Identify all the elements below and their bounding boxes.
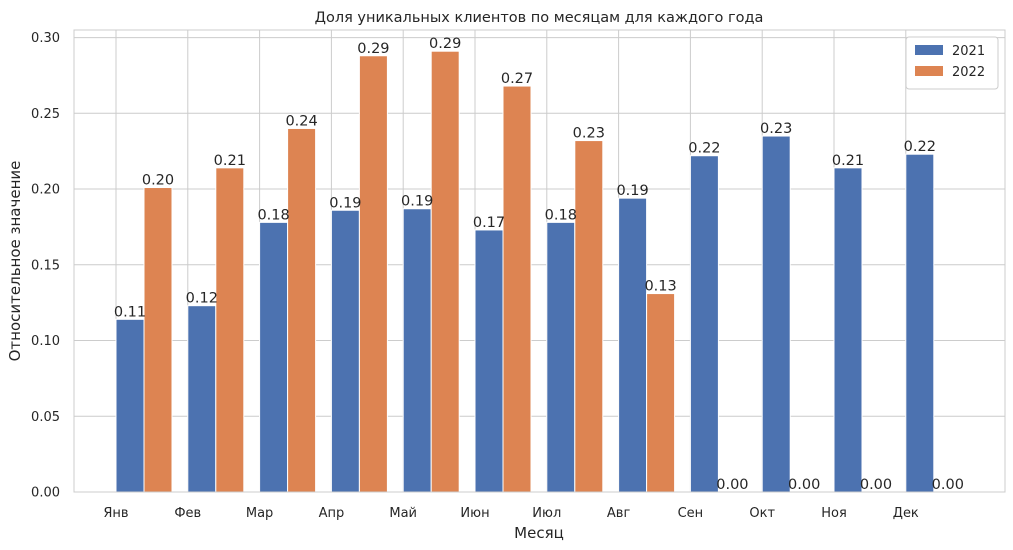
bar-2021 — [474, 229, 504, 493]
chart-title: Доля уникальных клиентов по месяцам для … — [315, 10, 764, 26]
value-label: 0.12 — [186, 291, 218, 307]
value-label: 0.22 — [688, 141, 720, 157]
bar-2021 — [689, 155, 719, 493]
bar-2022 — [215, 167, 245, 493]
value-label: 0.19 — [329, 195, 361, 211]
value-label: 0.18 — [545, 207, 577, 223]
value-label: 0.22 — [904, 139, 936, 155]
legend-swatch — [915, 66, 943, 76]
bar-2021 — [330, 209, 360, 493]
value-labels: 0.11 0.12 0.18 0.19 0.19 0.17 0.18 0.19 0.22 0.23… — [114, 36, 964, 493]
x-tick-label: Дек — [893, 506, 919, 521]
x-axis-title: Месяц — [514, 524, 564, 542]
bars — [115, 50, 935, 493]
x-tick-labels: Янв Фев Мар Апр Май Июн Июл Авг Сен Окт Ноя Дек — [103, 506, 919, 521]
x-tick-label: Мар — [246, 506, 273, 521]
value-label: 0.00 — [788, 477, 820, 493]
value-label: 0.11 — [114, 304, 146, 320]
x-tick-label: Июл — [532, 506, 561, 521]
bar-2022 — [358, 55, 388, 493]
x-tick-label: Фев — [174, 506, 201, 521]
value-label: 0.23 — [573, 126, 605, 142]
y-tick-labels: 0.00 0.05 0.10 0.15 0.20 0.25 0.30 — [31, 31, 60, 500]
bar-2021 — [618, 197, 648, 493]
value-label: 0.23 — [760, 121, 792, 137]
value-label: 0.13 — [644, 279, 676, 295]
bar-2021 — [115, 318, 145, 493]
y-tick-label: 0.25 — [31, 107, 60, 122]
value-label: 0.18 — [257, 207, 289, 223]
bar-2021 — [833, 167, 863, 493]
value-label: 0.00 — [932, 477, 964, 493]
value-label: 0.27 — [501, 71, 533, 87]
value-label: 0.20 — [142, 173, 174, 189]
legend-swatch — [915, 45, 943, 55]
y-tick-label: 0.00 — [31, 486, 60, 501]
bar-2021 — [761, 135, 791, 493]
y-tick-label: 0.15 — [31, 258, 60, 273]
plot-frame — [73, 29, 1006, 493]
bar-2022 — [646, 293, 676, 493]
bar-2021 — [546, 221, 576, 493]
legend-label: 2022 — [952, 65, 985, 80]
legend: 2021 2022 — [905, 36, 999, 90]
y-tick-label: 0.10 — [31, 334, 60, 349]
value-label: 0.19 — [401, 194, 433, 210]
bar-2022 — [287, 127, 317, 493]
bar-2021 — [905, 153, 935, 493]
bar-2022 — [143, 187, 173, 493]
x-tick-label: Янв — [103, 506, 128, 521]
bar-2021 — [259, 221, 289, 493]
bar-2021 — [402, 208, 432, 493]
bar-2022 — [430, 50, 460, 493]
legend-label: 2021 — [952, 44, 985, 59]
y-tick-label: 0.05 — [31, 410, 60, 425]
y-tick-label: 0.30 — [31, 31, 60, 46]
value-label: 0.00 — [860, 477, 892, 493]
x-tick-label: Ноя — [821, 506, 847, 521]
value-label: 0.21 — [214, 153, 246, 169]
bar-2022 — [502, 85, 532, 493]
x-tick-label: Июн — [460, 506, 489, 521]
value-label: 0.29 — [357, 41, 389, 57]
x-tick-label: Сен — [678, 506, 704, 521]
bar-2022 — [574, 140, 604, 493]
value-label: 0.24 — [285, 113, 317, 129]
value-label: 0.00 — [716, 477, 748, 493]
value-label: 0.29 — [429, 36, 461, 52]
x-tick-label: Апр — [319, 506, 345, 521]
value-label: 0.21 — [832, 153, 864, 169]
value-label: 0.17 — [473, 215, 505, 231]
y-tick-label: 0.20 — [31, 183, 60, 198]
x-tick-label: Май — [389, 506, 417, 521]
value-label: 0.19 — [616, 183, 648, 199]
x-tick-label: Окт — [749, 506, 775, 521]
y-axis-title: Относительное значение — [6, 161, 24, 362]
bar-2021 — [187, 305, 217, 493]
x-tick-label: Авг — [607, 506, 631, 521]
